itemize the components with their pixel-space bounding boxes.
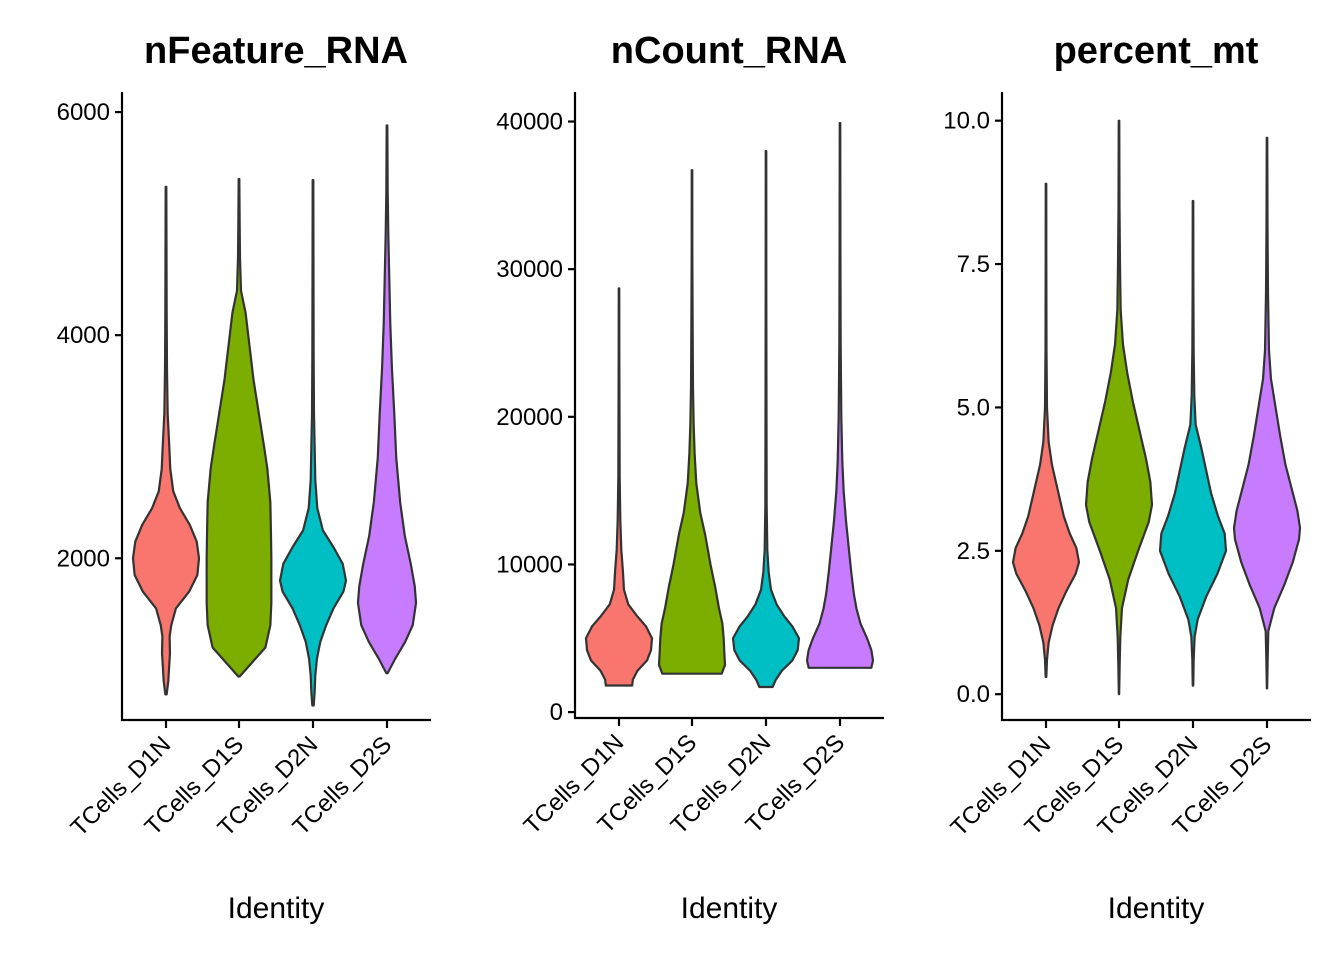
y-tick-label: 5.0: [957, 394, 990, 421]
violin-tcells-d1s: [1084, 119, 1154, 696]
violins-group: [1011, 119, 1302, 696]
y-tick-label: 40000: [496, 109, 563, 136]
panel-title: nFeature_RNA: [144, 30, 408, 72]
violin-tcells-d1s: [657, 169, 727, 675]
x-axis-title: Identity: [681, 892, 778, 925]
y-tick-label: 0.0: [957, 681, 990, 708]
violins-group: [131, 124, 418, 707]
y-ticks-group: 2000 4000 6000: [57, 99, 122, 572]
y-tick-label: 0: [550, 699, 563, 726]
y-tick-label: 10.0: [943, 108, 990, 135]
x-axis-title: Identity: [1108, 892, 1205, 925]
violins-group: [584, 121, 875, 689]
panel-title: nCount_RNA: [611, 30, 847, 72]
y-tick-label: 30000: [496, 256, 563, 283]
violin-tcells-d2n: [278, 179, 348, 707]
violin-tcells-d1s: [205, 177, 273, 678]
y-tick-label: 2.5: [957, 538, 990, 565]
violin-tcells-d2n: [1158, 199, 1228, 687]
y-ticks-group: 0 10000 20000 30000 40000: [496, 109, 575, 726]
violin-tcells-d2s: [1232, 136, 1302, 690]
violin-tcells-d2s: [805, 121, 875, 669]
y-tick-label: 4000: [57, 322, 110, 349]
panel-title: percent_mt: [1054, 30, 1259, 72]
y-tick-label: 7.5: [957, 251, 990, 278]
violin-tcells-d1n: [131, 185, 201, 696]
y-tick-label: 2000: [57, 545, 110, 572]
violin-tcells-d2s: [356, 124, 418, 675]
y-tick-label: 20000: [496, 404, 563, 431]
y-ticks-group: 0.0 2.5 5.0 7.5 10.0: [943, 108, 1002, 708]
violin-tcells-d1n: [584, 287, 654, 687]
y-tick-label: 10000: [496, 551, 563, 578]
violin-tcells-d2n: [731, 149, 801, 689]
x-axis-title: Identity: [228, 892, 325, 925]
violin-tcells-d1n: [1011, 182, 1081, 679]
y-tick-label: 6000: [57, 99, 110, 126]
